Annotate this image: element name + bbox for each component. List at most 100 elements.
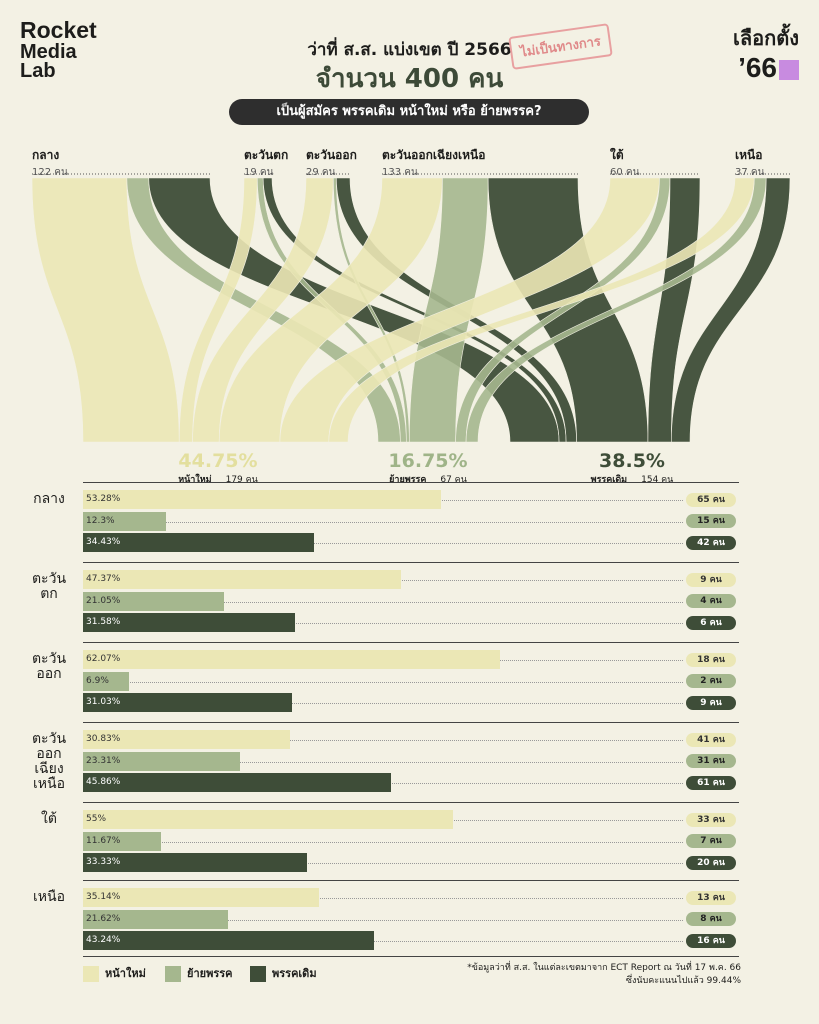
count-pill-switch: 15 คน — [686, 514, 736, 528]
count-pill-new: 13 คน — [686, 890, 736, 905]
bar-new: 53.28% — [83, 490, 442, 509]
source-label-4: ใต้ 60 คน — [610, 146, 639, 180]
destination-name: หน้าใหม่ — [178, 475, 212, 485]
source-count: 60 คน — [610, 167, 640, 178]
region-separator — [83, 880, 739, 881]
destination-switch: 16.75% ย้ายพรรค 67 คน — [368, 450, 488, 486]
region-name-0: กลาง — [33, 491, 65, 507]
bar-old: 31.03% — [83, 693, 292, 712]
source-name: ตะวันออก — [306, 148, 357, 162]
count-pill-new: 33 คน — [686, 812, 736, 827]
destination-count: 67 คน — [440, 475, 467, 485]
count-pill-new: 65 คน — [686, 492, 736, 507]
source-count: 29 คน — [306, 167, 336, 178]
footnote-line-1: *ข้อมูลว่าที่ ส.ส. ในแต่ละเขตมาจาก ECT R… — [467, 963, 741, 973]
source-name: ใต้ — [610, 148, 624, 162]
question-pill: เป็นผู้สมัคร พรรคเดิม หน้าใหม่ หรือ ย้าย… — [229, 99, 589, 125]
destination-name: พรรคเดิม — [590, 475, 628, 485]
election-badge: เลือกตั้ง ’66 — [733, 22, 799, 82]
count-pill-switch: 4 คน — [686, 594, 736, 608]
count-pill-switch: 31 คน — [686, 754, 736, 768]
bar-guide — [83, 740, 683, 741]
region-name-4: ใต้ — [41, 811, 57, 827]
region-name-1: ตะวัน ตก — [31, 571, 67, 602]
footnote: *ข้อมูลว่าที่ ส.ส. ในแต่ละเขตมาจาก ECT R… — [467, 962, 741, 988]
count-pill-old: 6 คน — [686, 615, 736, 630]
legend-label-switch: ย้ายพรรค — [187, 967, 233, 980]
source-count: 37 คน — [735, 167, 765, 178]
bar-switch: 21.62% — [83, 909, 229, 929]
bar-guide — [83, 919, 683, 921]
bar-guide — [83, 863, 683, 864]
destination-pct: 16.75% — [388, 450, 468, 472]
bar-new: 35.14% — [83, 888, 320, 907]
region-name-2: ตะวัน ออก — [31, 651, 67, 682]
count-pill-old: 9 คน — [686, 695, 736, 710]
bar-old: 34.43% — [83, 533, 315, 552]
badge-line-2: ’66 — [738, 52, 777, 83]
bar-guide — [83, 898, 683, 899]
bar-old: 31.58% — [83, 613, 296, 632]
region-name-5: เหนือ — [33, 889, 65, 905]
bar-new: 55% — [83, 810, 453, 829]
source-name: ตะวันตก — [244, 148, 289, 162]
legend-swatch-old — [250, 966, 266, 982]
destination-new: 44.75% หน้าใหม่ 179 คน — [158, 450, 278, 486]
destination-old: 38.5% พรรคเดิม 154 คน — [572, 450, 692, 486]
bar-switch: 11.67% — [83, 831, 162, 851]
count-pill-old: 61 คน — [686, 775, 736, 790]
count-pill-switch: 7 คน — [686, 834, 736, 848]
region-separator — [83, 722, 739, 723]
bar-guide — [83, 601, 683, 603]
bar-guide — [83, 941, 683, 942]
brand-line-3: Lab — [20, 60, 56, 82]
count-pill-new: 18 คน — [686, 652, 736, 667]
badge-line-1: เลือกตั้ง — [733, 28, 799, 50]
flow-5-new — [328, 177, 755, 443]
count-pill-new: 41 คน — [686, 732, 736, 747]
count-pill-old: 16 คน — [686, 933, 736, 948]
source-label-3: ตะวันออกเฉียงเหนือ 133 คน — [382, 146, 485, 180]
bar-guide — [83, 543, 683, 544]
bar-new: 62.07% — [83, 650, 501, 669]
source-name: เหนือ — [735, 148, 763, 162]
bar-guide — [83, 761, 683, 763]
destination-pct: 38.5% — [599, 450, 665, 472]
destination-name: ย้ายพรรค — [389, 475, 427, 485]
count-pill-new: 9 คน — [686, 572, 736, 587]
destination-count: 154 คน — [641, 475, 674, 485]
bar-old: 33.33% — [83, 853, 307, 872]
bar-guide — [83, 703, 683, 704]
count-pill-switch: 2 คน — [686, 674, 736, 688]
source-count: 19 คน — [244, 167, 274, 178]
legend-new: หน้าใหม่ — [83, 964, 146, 982]
source-label-1: ตะวันตก 19 คน — [244, 146, 288, 180]
region-separator — [83, 562, 739, 563]
bar-new: 30.83% — [83, 730, 291, 749]
bar-guide — [83, 521, 683, 523]
bar-switch: 21.05% — [83, 591, 225, 611]
bar-switch: 23.31% — [83, 751, 240, 771]
sankey-flow — [31, 173, 791, 443]
bar-new: 47.37% — [83, 570, 402, 589]
region-separator — [83, 482, 739, 483]
count-pill-old: 20 คน — [686, 855, 736, 870]
ballot-icon — [779, 59, 799, 80]
source-count: 122 คน — [32, 167, 68, 178]
destination-count: 179 คน — [225, 475, 258, 485]
legend-label-old: พรรคเดิม — [272, 967, 317, 980]
legend-label-new: หน้าใหม่ — [105, 967, 146, 980]
title-line-2: จำนวน 400 คน — [315, 64, 504, 94]
bar-guide — [83, 623, 683, 624]
source-count: 133 คน — [382, 167, 418, 178]
source-label-2: ตะวันออก 29 คน — [306, 146, 357, 180]
bar-old: 45.86% — [83, 773, 392, 792]
count-pill-old: 42 คน — [686, 535, 736, 550]
legend-swatch-new — [83, 966, 99, 982]
source-label-0: กลาง 122 คน — [32, 146, 68, 180]
source-label-5: เหนือ 37 คน — [735, 146, 764, 180]
source-name: กลาง — [32, 148, 60, 162]
flow-5-switch — [465, 177, 767, 443]
bar-switch: 6.9% — [83, 671, 130, 691]
legend-swatch-switch — [165, 966, 181, 982]
